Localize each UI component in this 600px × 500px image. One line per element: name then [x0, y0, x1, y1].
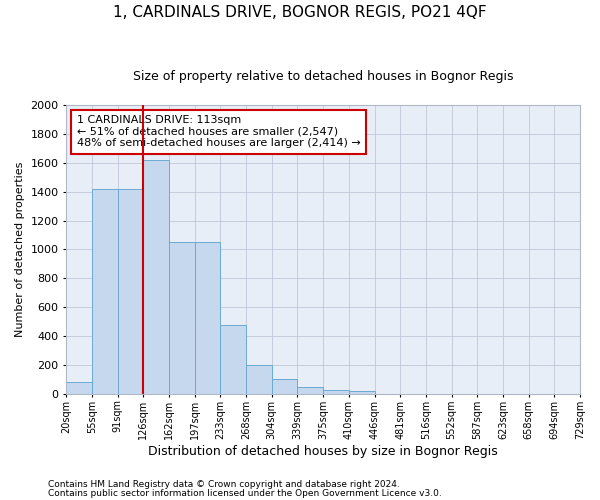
Text: 1 CARDINALS DRIVE: 113sqm
← 51% of detached houses are smaller (2,547)
48% of se: 1 CARDINALS DRIVE: 113sqm ← 51% of detac… — [77, 115, 361, 148]
Y-axis label: Number of detached properties: Number of detached properties — [15, 162, 25, 337]
Text: Contains public sector information licensed under the Open Government Licence v3: Contains public sector information licen… — [48, 488, 442, 498]
Bar — [220, 324, 246, 394]
Bar — [272, 378, 298, 394]
Bar — [143, 160, 169, 394]
Bar — [349, 391, 374, 394]
Bar — [246, 365, 272, 394]
Bar — [92, 189, 118, 394]
Bar — [195, 242, 220, 394]
Bar — [67, 382, 92, 394]
Bar — [323, 390, 349, 394]
Title: Size of property relative to detached houses in Bognor Regis: Size of property relative to detached ho… — [133, 70, 514, 83]
Text: 1, CARDINALS DRIVE, BOGNOR REGIS, PO21 4QF: 1, CARDINALS DRIVE, BOGNOR REGIS, PO21 4… — [113, 5, 487, 20]
Bar — [169, 242, 195, 394]
Bar — [298, 386, 323, 394]
X-axis label: Distribution of detached houses by size in Bognor Regis: Distribution of detached houses by size … — [148, 444, 498, 458]
Text: Contains HM Land Registry data © Crown copyright and database right 2024.: Contains HM Land Registry data © Crown c… — [48, 480, 400, 489]
Bar — [118, 189, 143, 394]
